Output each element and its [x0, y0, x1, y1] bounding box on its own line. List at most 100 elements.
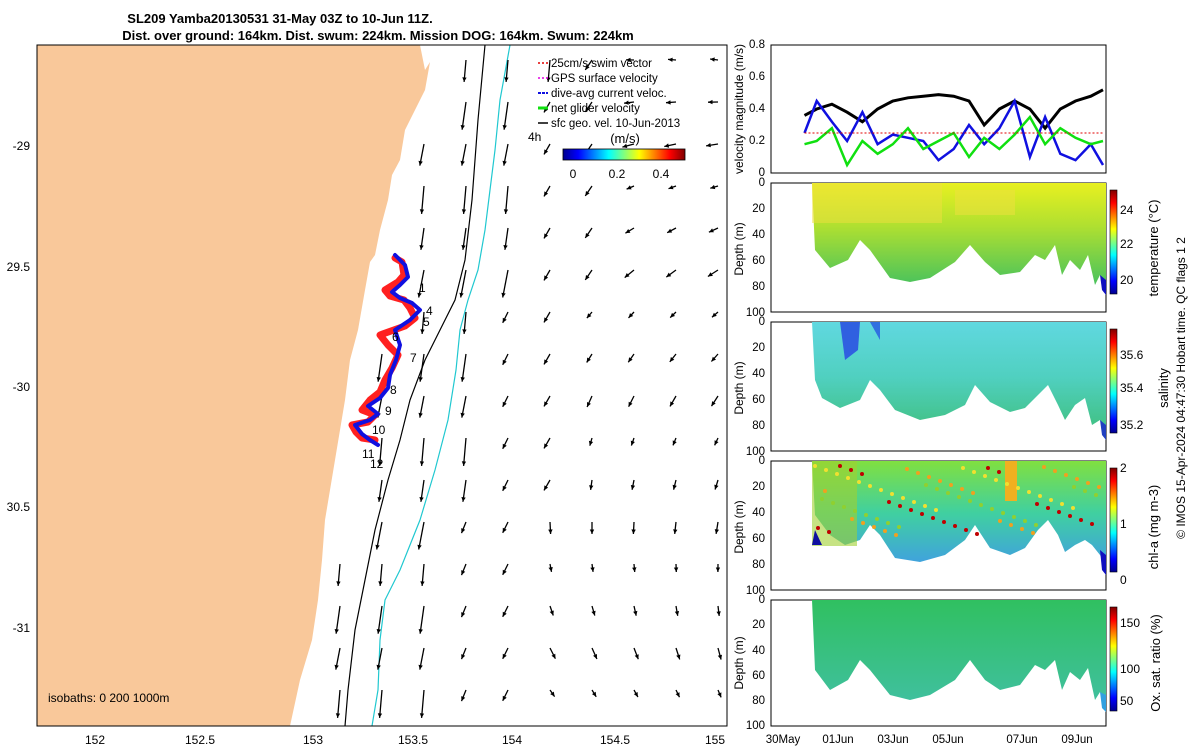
velocity-vector-head — [462, 329, 467, 334]
velocity-vector-head — [634, 654, 639, 660]
velocity-vector-head — [461, 654, 466, 660]
velocity-vector-head — [544, 191, 549, 197]
velocity-vector-head — [672, 440, 677, 446]
velocity-series — [803, 88, 1105, 168]
svg-text:7: 7 — [410, 351, 417, 365]
velocity-vector-head — [633, 692, 638, 697]
svg-text:20: 20 — [752, 481, 765, 493]
svg-text:100: 100 — [746, 446, 765, 458]
chla-sample-dot — [964, 528, 968, 532]
velocity-vector-head — [706, 143, 711, 148]
svg-text:6: 6 — [392, 330, 399, 344]
velocity-vector-head — [624, 100, 629, 105]
velocity-vector-head — [377, 497, 382, 502]
velocity-vector-head — [676, 654, 681, 660]
svg-text:1: 1 — [1120, 517, 1127, 531]
svg-text:40: 40 — [752, 507, 765, 519]
waypoint-labels: 1 4 5 6 7 8 9 10 11 12 — [362, 281, 433, 471]
chla-sample-dot — [990, 507, 994, 511]
velocity-vector-head — [544, 443, 549, 449]
velocity-vector — [336, 689, 341, 718]
velocity-vector-head — [420, 581, 425, 586]
svg-text:salinity: salinity — [1156, 368, 1171, 408]
velocity-vector-head — [710, 184, 716, 190]
svg-text:22: 22 — [1120, 237, 1134, 251]
chla-sample-dot — [1083, 489, 1087, 493]
chla-sample-dot — [835, 472, 839, 476]
velocity-vector — [335, 605, 341, 634]
svg-text:100: 100 — [746, 307, 765, 319]
velocity-vector-head — [461, 209, 467, 214]
velocity-vector-head — [502, 611, 507, 617]
chla-sample-dot — [875, 517, 879, 521]
chla-sample-dot — [861, 521, 865, 525]
velocity-vector-head — [711, 356, 716, 362]
chla-sample-dot — [957, 495, 961, 499]
isobath-200m — [344, 45, 486, 726]
velocity-vector-head — [418, 412, 423, 418]
svg-text:20: 20 — [752, 619, 765, 631]
chla-sample-dot — [1031, 531, 1035, 535]
chla-sample-dot — [853, 509, 857, 513]
chla-sample-dot — [961, 466, 965, 470]
title-line-2: Dist. over ground: 164km. Dist. swum: 22… — [122, 28, 634, 43]
svg-text:100: 100 — [1120, 662, 1140, 676]
chla-sample-dot — [942, 520, 946, 524]
chla-sample-dot — [816, 526, 820, 530]
chla-sample-dot — [1023, 519, 1027, 523]
svg-text:Depth (m): Depth (m) — [732, 222, 746, 275]
svg-text:60: 60 — [752, 255, 765, 267]
velocity-vector-head — [461, 528, 466, 534]
svg-text:0: 0 — [759, 177, 765, 189]
svg-text:0.8: 0.8 — [749, 39, 765, 51]
map-lon-ticks: 152 152.5 153 153.5 154 154.5 155 — [85, 733, 725, 747]
velocity-vector — [419, 605, 425, 634]
salinity-panel: Depth (m) 0 20 40 60 80 100 35.2 35.4 35… — [732, 316, 1171, 458]
velocity-vector — [503, 101, 509, 130]
svg-text:5: 5 — [423, 315, 430, 329]
chla-sample-dot — [1071, 506, 1075, 510]
map-lat-ticks: -29 29.5 -30 30.5 -31 — [7, 139, 31, 635]
land-mass — [37, 45, 430, 726]
velocity-vector-head — [417, 544, 422, 550]
velocity-yticks: 0 0.2 0.4 0.6 0.8 — [749, 39, 766, 179]
chla-sample-dot — [971, 491, 975, 495]
svg-text:0.2: 0.2 — [609, 167, 626, 181]
velocity-vector — [377, 353, 383, 382]
velocity-vector-head — [589, 485, 594, 490]
chla-sample-dot — [1016, 486, 1020, 490]
svg-text:05Jun: 05Jun — [932, 734, 963, 746]
temperature-panel: Depth (m) 0 20 40 60 80 100 20 22 24 tem… — [732, 177, 1161, 319]
time-label: 4h — [528, 130, 541, 144]
isobath-label: isobaths: 0 200 1000m — [48, 691, 169, 705]
chla-sample-dot — [920, 512, 924, 516]
velocity-vector-head — [585, 233, 590, 238]
chla-sample-dot — [1094, 493, 1098, 497]
velocity-ylabel: velocity magnitude (m/s) — [732, 44, 746, 174]
chla-sample-dot — [983, 474, 987, 478]
svg-text:20: 20 — [752, 203, 765, 215]
svg-text:0: 0 — [1120, 573, 1127, 587]
svg-text:30May: 30May — [766, 734, 801, 746]
chla-sample-dot — [1090, 522, 1094, 526]
velocity-vector — [418, 269, 425, 298]
velocity-vector-head — [544, 359, 549, 365]
velocity-vector-head — [631, 529, 636, 534]
velocity-vector — [378, 689, 383, 718]
chla-sample-dot — [1064, 473, 1068, 477]
velocity-vector-head — [587, 402, 591, 407]
legend-glider: net glider velocity — [551, 103, 640, 115]
velocity-vector-head — [375, 544, 380, 550]
svg-text:09Jun: 09Jun — [1061, 734, 1092, 746]
velocity-vector-head — [710, 57, 715, 62]
chla-sample-dot — [997, 470, 1001, 474]
velocity-vector-head — [544, 149, 549, 155]
velocity-vector — [460, 269, 467, 298]
svg-text:4: 4 — [426, 304, 433, 318]
velocity-vector-head — [502, 569, 507, 575]
svg-text:153: 153 — [303, 733, 323, 747]
chla-sample-dot — [1035, 502, 1039, 506]
velocity-vector-head — [334, 629, 339, 634]
chla-sample-dot — [824, 468, 828, 472]
